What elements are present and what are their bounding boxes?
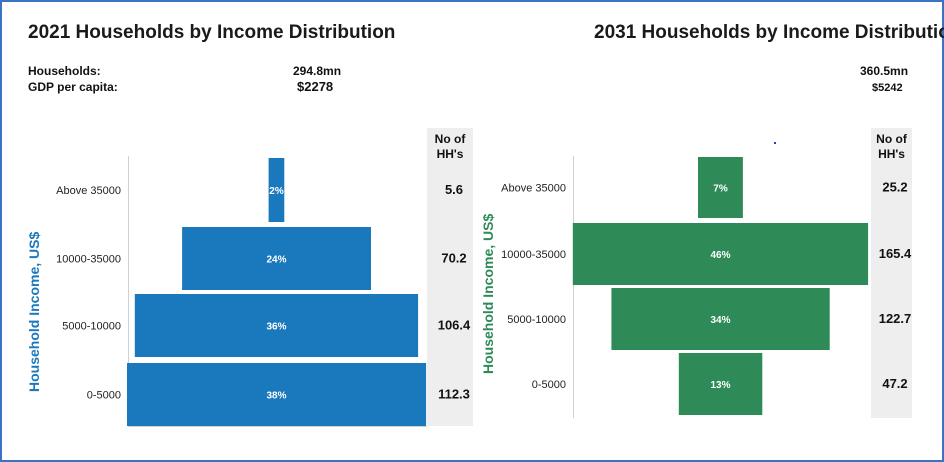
chart-title-2031: 2031 Households by Income Distribution — [594, 22, 944, 43]
baseline-2021 — [128, 426, 427, 427]
bar-2021-1 — [182, 227, 371, 290]
bar-label-2031-3: 13% — [710, 380, 730, 391]
households-count-2021-3: 112.3 — [438, 387, 470, 402]
bar-2021-2 — [134, 294, 419, 357]
bar-2021-3 — [127, 363, 427, 426]
households-value-2021: 294.8mn — [293, 64, 342, 78]
households-value-2031: 360.5mn — [860, 64, 909, 78]
nohh-column-2031 — [871, 128, 912, 418]
nohh-column-2021 — [427, 128, 473, 426]
bar-label-2021-1: 24% — [266, 255, 286, 266]
category-label-2021-3: 0-5000 — [87, 390, 121, 402]
bar-2031-0 — [698, 157, 743, 218]
households-count-2031-3: 47.2 — [882, 376, 907, 391]
households-count-2021-2: 106.4 — [438, 318, 471, 333]
category-label-2021-2: 5000-10000 — [62, 321, 121, 333]
y-axis-2021 — [128, 156, 129, 426]
households-count-2031-2: 122.7 — [879, 311, 912, 326]
bar-2031-3 — [678, 353, 763, 415]
bar-label-2021-2: 36% — [266, 322, 286, 333]
households-count-2031-0: 25.2 — [882, 180, 907, 195]
category-label-2021-1: 10000-35000 — [56, 254, 121, 266]
stray-dot — [774, 142, 776, 144]
gdp-label: GDP per capita: — [28, 80, 118, 94]
gdp-value-2021: $2278 — [297, 79, 334, 94]
bar-label-2031-2: 34% — [710, 315, 730, 326]
bar-label-2021-0: 2% — [269, 186, 284, 197]
bar-label-2031-1: 46% — [710, 250, 730, 261]
nohh-header-2031: No of HH's — [876, 132, 907, 161]
chart-title-2021: 2021 Households by Income Distribution — [28, 22, 396, 43]
category-label-2021-0: Above 35000 — [56, 185, 121, 197]
nohh-header-2021: No of HH's — [434, 132, 466, 161]
households-count-2021-1: 70.2 — [441, 251, 466, 266]
households-label: Households: — [28, 64, 101, 78]
gdp-value-2031: $5242 — [872, 82, 903, 94]
bar-2031-2 — [611, 288, 830, 350]
bar-label-2031-0: 7% — [713, 184, 728, 195]
y-axis-2031 — [573, 156, 574, 418]
bar-label-2021-3: 38% — [266, 391, 286, 402]
category-label-2031-1: 10000-35000 — [501, 249, 566, 261]
category-label-2031-2: 5000-10000 — [507, 314, 566, 326]
category-label-2031-3: 0-5000 — [532, 379, 566, 391]
bar-2021-0 — [268, 158, 285, 222]
bar-2031-1 — [572, 223, 869, 285]
households-count-2031-1: 165.4 — [879, 246, 912, 261]
households-count-2021-0: 5.6 — [445, 182, 463, 197]
category-label-2031-0: Above 35000 — [501, 183, 566, 195]
